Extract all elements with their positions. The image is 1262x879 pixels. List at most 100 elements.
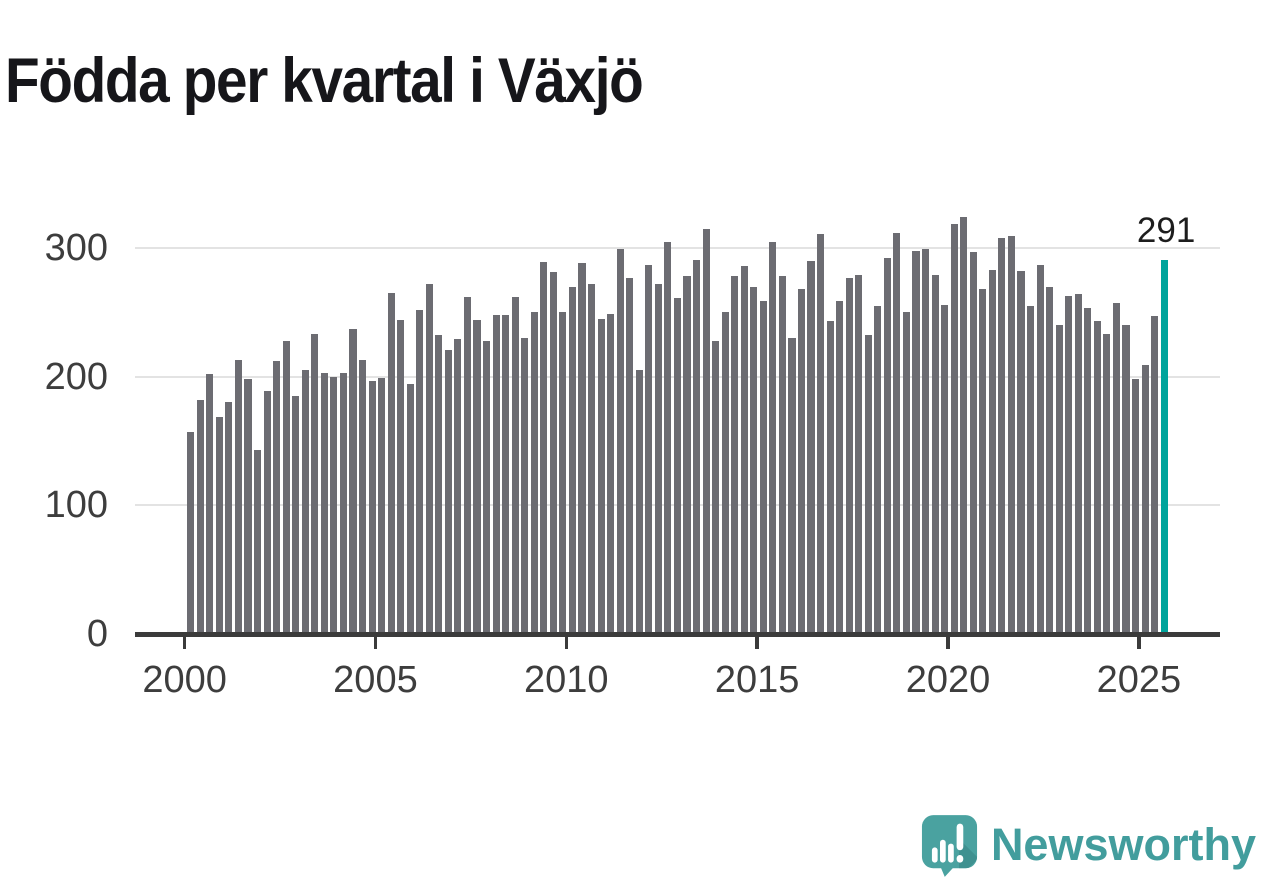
x-tick-2010 <box>564 636 569 649</box>
x-axis-line <box>135 632 1220 637</box>
newsworthy-wordmark: Newsworthy <box>990 819 1256 870</box>
bar <box>893 232 901 634</box>
bar <box>1055 325 1063 634</box>
bar <box>635 370 643 634</box>
bar <box>788 338 796 634</box>
bar <box>444 349 452 634</box>
bar <box>616 249 624 634</box>
bar <box>864 335 872 634</box>
bar <box>282 340 290 634</box>
last-value-label: 291 <box>1136 210 1196 250</box>
bar <box>1131 379 1140 634</box>
bar <box>206 374 214 634</box>
bar <box>473 320 481 634</box>
bar <box>521 338 529 634</box>
bar <box>378 377 386 634</box>
x-tick-label-2005: 2005 <box>333 659 418 701</box>
highlighted-bar <box>1160 259 1168 634</box>
bar <box>721 312 729 634</box>
bar <box>1036 264 1044 634</box>
bar <box>368 380 376 634</box>
bar <box>1065 295 1073 634</box>
x-tick-2000 <box>182 636 187 649</box>
bar <box>187 431 195 634</box>
bar <box>750 286 758 634</box>
page-title: Födda per kvartal i Växjö <box>5 46 644 117</box>
bar <box>483 340 491 634</box>
bar <box>740 266 748 634</box>
bar <box>1007 236 1015 634</box>
bar <box>263 390 271 634</box>
bar <box>254 450 262 634</box>
bar <box>836 300 844 634</box>
bar <box>549 272 557 634</box>
bar <box>597 318 605 634</box>
bar <box>950 223 958 634</box>
y-tick-label-0: 0 <box>86 613 108 655</box>
bar <box>339 372 347 634</box>
bar <box>845 277 853 634</box>
y-tick-label-300: 300 <box>44 226 108 269</box>
y-tick-label-100: 100 <box>44 484 108 527</box>
bar <box>1141 365 1149 634</box>
bar <box>883 258 891 634</box>
bar <box>492 314 500 634</box>
y-tick-label-200: 200 <box>44 355 108 398</box>
bar <box>979 289 987 634</box>
bar <box>1074 294 1082 634</box>
bar <box>931 275 939 634</box>
newsworthy-logo: Newsworthy <box>921 812 1256 878</box>
bar <box>387 293 395 634</box>
bar <box>922 249 930 634</box>
bar <box>425 284 433 634</box>
bar <box>568 286 576 634</box>
x-tick-label-2015: 2015 <box>714 659 800 701</box>
bar <box>731 276 739 634</box>
bar <box>502 314 510 634</box>
bar <box>683 276 691 634</box>
bar <box>912 250 920 634</box>
bar <box>1084 308 1092 634</box>
bar <box>988 269 996 634</box>
bar <box>941 304 949 634</box>
bar <box>196 399 204 634</box>
bar <box>778 276 786 634</box>
bar <box>826 321 834 634</box>
bar <box>244 379 252 634</box>
bar <box>311 334 319 634</box>
bar <box>712 340 720 634</box>
x-tick-2005 <box>373 636 378 649</box>
bar <box>797 289 806 634</box>
bar <box>330 376 338 634</box>
bar <box>969 251 977 634</box>
bar <box>998 237 1006 634</box>
bar <box>1017 271 1025 634</box>
bar <box>673 298 681 634</box>
bar <box>578 263 586 634</box>
bar <box>692 259 701 634</box>
bar <box>1046 286 1054 634</box>
bar <box>654 284 662 634</box>
bar <box>320 372 328 634</box>
x-tick-2015 <box>755 636 759 649</box>
bar <box>292 395 300 634</box>
bar <box>607 313 615 634</box>
bar <box>301 370 309 634</box>
bar <box>463 296 472 634</box>
bar <box>626 277 634 634</box>
bar <box>1151 316 1159 634</box>
bar <box>540 262 548 634</box>
bar <box>1103 334 1111 634</box>
bar <box>1093 321 1101 634</box>
bar <box>807 260 815 634</box>
bar <box>530 312 538 634</box>
bar <box>1112 303 1120 634</box>
bar <box>559 312 567 634</box>
bar <box>215 416 223 634</box>
bar <box>397 320 405 634</box>
bar <box>273 361 281 634</box>
gridline-300 <box>135 246 1220 249</box>
bar <box>702 228 710 634</box>
bar <box>588 284 596 634</box>
